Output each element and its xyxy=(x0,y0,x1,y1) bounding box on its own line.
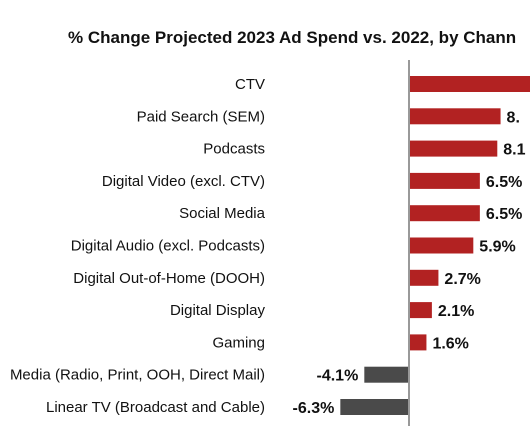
bar xyxy=(409,269,439,286)
category-label: CTV xyxy=(235,76,265,93)
category-label: Digital Audio (excl. Podcasts) xyxy=(71,238,265,255)
bar xyxy=(409,76,530,92)
bar xyxy=(340,399,409,415)
bar xyxy=(409,237,474,254)
category-label: Linear TV (Broadcast and Cable) xyxy=(46,399,265,416)
category-label: Digital Video (excl. CTV) xyxy=(102,173,265,190)
category-label: Digital Out-of-Home (DOOH) xyxy=(73,270,265,287)
data-label: -4.1% xyxy=(317,368,359,385)
category-label: Social Media xyxy=(179,205,266,222)
data-label: 2.1% xyxy=(438,303,474,320)
data-label: 2.7% xyxy=(444,271,480,288)
data-label: 8.1 xyxy=(503,142,525,159)
chart-title: % Change Projected 2023 Ad Spend vs. 202… xyxy=(68,28,517,47)
data-label: 6.5% xyxy=(486,206,522,223)
category-label: Podcasts xyxy=(203,141,265,158)
bar xyxy=(364,366,409,383)
data-label: -6.3% xyxy=(293,400,335,417)
data-label: 1.6% xyxy=(432,335,468,352)
data-label: 6.5% xyxy=(486,174,522,191)
bar xyxy=(409,172,480,189)
bar xyxy=(409,108,501,125)
data-label: 8. xyxy=(507,109,520,126)
bar xyxy=(409,334,427,351)
category-label: Paid Search (SEM) xyxy=(137,108,265,125)
category-label: Media (Radio, Print, OOH, Direct Mail) xyxy=(10,367,265,384)
bar xyxy=(409,140,498,157)
bar xyxy=(409,302,432,319)
category-label: Gaming xyxy=(212,334,265,351)
category-label: Digital Display xyxy=(170,302,266,319)
data-label: 5.9% xyxy=(479,239,515,256)
bar xyxy=(409,205,480,222)
